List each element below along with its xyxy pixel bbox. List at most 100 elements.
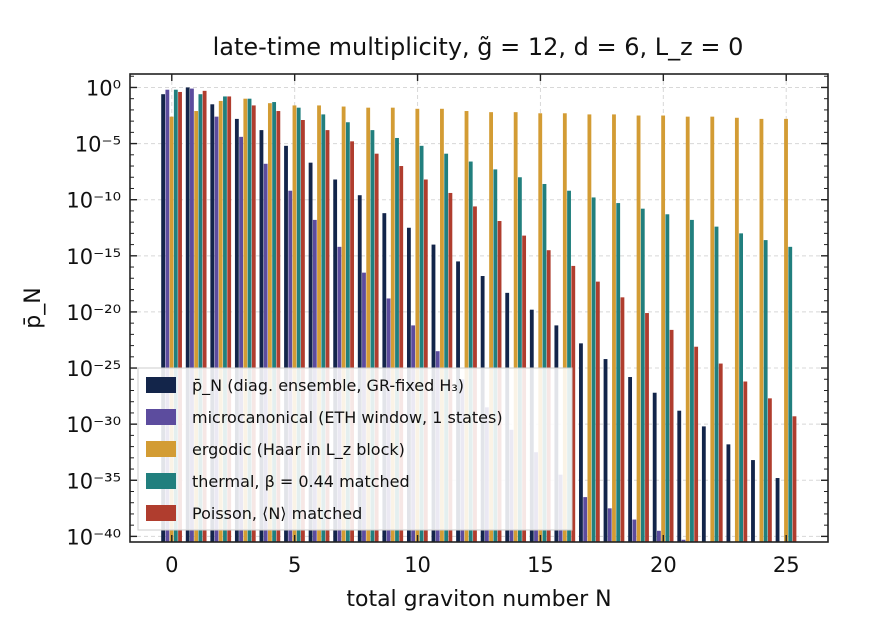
- bar: [751, 460, 755, 542]
- bar: [284, 145, 288, 542]
- chart-title: late-time multiplicity, g̃ = 12, d = 6, …: [213, 33, 744, 61]
- bar: [247, 98, 252, 543]
- bar: [267, 103, 272, 542]
- bar: [677, 410, 682, 542]
- bar: [178, 91, 182, 542]
- bar: [788, 246, 793, 542]
- bar: [366, 107, 371, 542]
- legend-label: thermal, β = 0.44 matched: [192, 472, 410, 491]
- bar: [423, 179, 428, 542]
- bar: [185, 87, 190, 543]
- bar: [350, 141, 354, 542]
- bar: [739, 233, 744, 542]
- bar: [345, 122, 350, 542]
- bar: [645, 313, 649, 542]
- y-tick-label: 10⁻¹⁵: [66, 245, 121, 269]
- bar: [390, 107, 395, 542]
- bar: [718, 363, 723, 542]
- y-tick-label: 10⁻³⁵: [66, 469, 121, 493]
- legend-label: microcanonical (ETH window, 1 states): [192, 408, 503, 427]
- legend-swatch: [146, 505, 176, 521]
- bar: [792, 416, 797, 542]
- bar: [448, 192, 453, 542]
- bar: [701, 426, 706, 542]
- bar: [714, 226, 719, 542]
- bar: [542, 183, 547, 543]
- bar: [165, 89, 170, 543]
- legend-label: Poisson, ⟨N⟩ matched: [192, 504, 362, 523]
- bar: [301, 120, 305, 542]
- bar: [743, 381, 748, 542]
- bar: [595, 281, 600, 542]
- bar: [726, 444, 731, 542]
- bar: [210, 104, 215, 542]
- bar: [214, 116, 219, 542]
- bar: [571, 265, 576, 542]
- bar: [234, 118, 239, 542]
- bar: [685, 116, 690, 542]
- bar: [665, 214, 670, 542]
- bar: [415, 108, 420, 542]
- bar: [616, 203, 621, 542]
- bar: [272, 102, 277, 542]
- bar: [694, 346, 699, 542]
- bar: [640, 208, 645, 542]
- bar: [218, 100, 223, 543]
- bar: [632, 519, 637, 542]
- bar: [583, 497, 588, 542]
- bar: [489, 112, 494, 543]
- bar: [419, 145, 424, 542]
- bar: [661, 115, 666, 542]
- bar: [468, 161, 473, 543]
- bar: [587, 114, 592, 542]
- bar: [656, 530, 661, 542]
- bar: [690, 219, 694, 542]
- axis-ticks: 0 5 10 15 20 25 10⁰ 10⁻⁵ 10⁻¹⁰ 10⁻¹⁵ 10⁻²⁰ 10⁻²⁵ 10⁻…: [66, 74, 828, 577]
- legend-swatch: [146, 377, 176, 393]
- bar: [276, 111, 281, 542]
- bar: [399, 166, 404, 542]
- x-tick-label: 25: [773, 553, 800, 577]
- y-tick-label: 10⁻⁵: [75, 133, 121, 157]
- bar: [517, 177, 522, 542]
- legend-swatch: [146, 409, 176, 425]
- bar: [636, 115, 641, 542]
- legend-swatch: [146, 473, 176, 489]
- bar: [652, 392, 657, 542]
- bar: [607, 508, 612, 542]
- bar: [681, 539, 686, 542]
- bar: [603, 359, 608, 542]
- bar: [767, 398, 772, 542]
- x-axis-label: total graviton number N: [346, 587, 611, 612]
- bar: [669, 329, 674, 542]
- x-tick-label: 20: [650, 553, 677, 577]
- bar: [493, 169, 498, 542]
- x-tick-label: 15: [527, 553, 554, 577]
- bar: [296, 107, 301, 542]
- bar: [464, 111, 469, 542]
- legend-swatch: [146, 441, 176, 457]
- y-axis-label: p̄_N: [21, 287, 46, 328]
- bar: [628, 377, 633, 542]
- y-tick-label: 10⁻²⁰: [66, 301, 121, 325]
- x-tick-label: 10: [404, 553, 431, 577]
- bar: [763, 240, 768, 543]
- bar: [333, 179, 338, 542]
- bar: [374, 153, 379, 542]
- bar: [194, 111, 199, 542]
- bar: [227, 96, 232, 542]
- bar: [444, 153, 449, 542]
- bar: [198, 94, 203, 542]
- bar: [612, 114, 616, 542]
- bar: [395, 137, 399, 542]
- bar: [317, 105, 321, 542]
- bar: [173, 89, 178, 543]
- x-tick-label: 5: [288, 553, 301, 577]
- bar: [620, 297, 625, 542]
- bar: [243, 98, 248, 543]
- legend-label: p̄_N (diag. ensemble, GR-fixed H₃): [192, 376, 464, 396]
- bar: [321, 114, 326, 542]
- bar: [341, 106, 346, 543]
- bar: [202, 90, 207, 542]
